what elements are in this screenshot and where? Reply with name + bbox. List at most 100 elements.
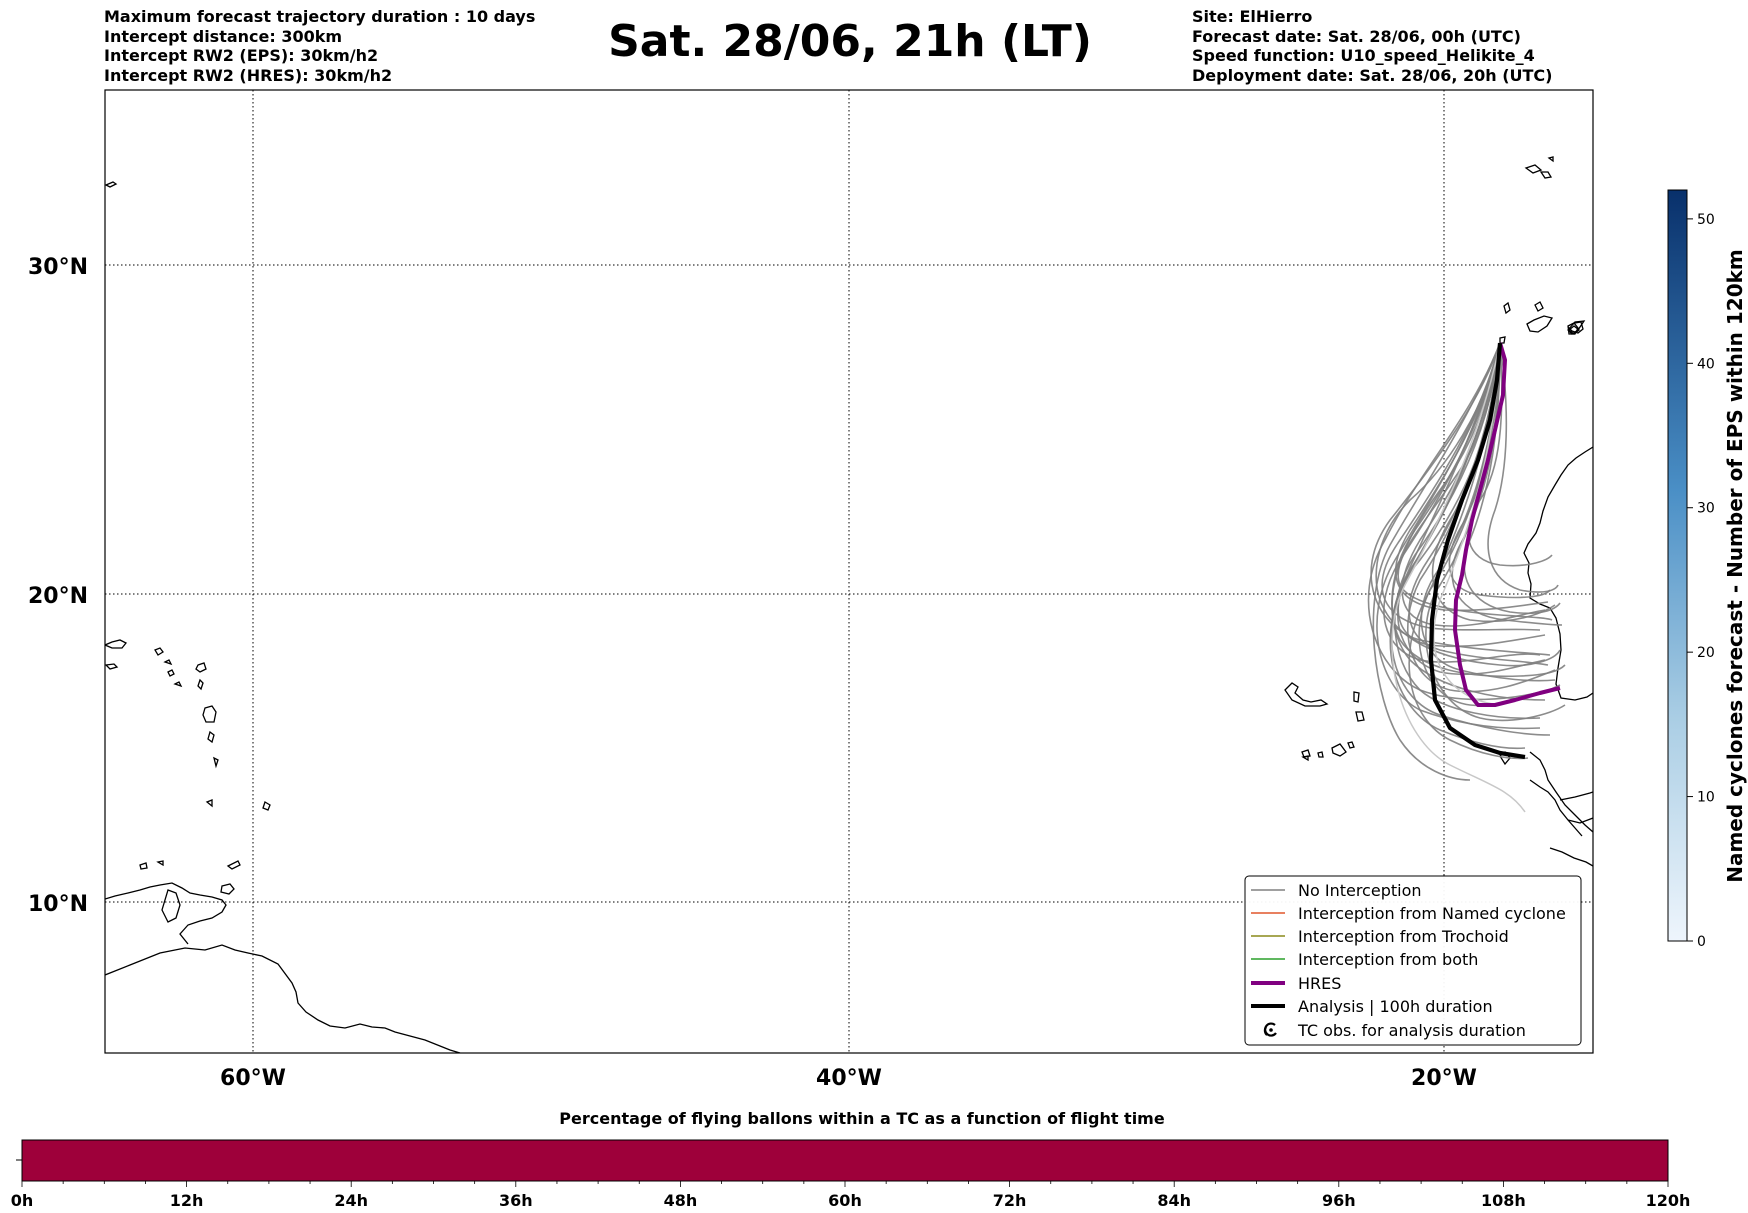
header-right-info: Site: ElHierro Forecast date: Sat. 28/06… (1192, 7, 1552, 85)
island-guadeloupe (195, 662, 207, 673)
island-grenada (205, 799, 213, 808)
coast-canary-fuerteventura (1567, 320, 1586, 335)
colorbar: 0 10 20 30 40 50 Named cyclones forecast - Nu… (1667, 189, 1747, 950)
header-right-line: Speed function: U10_speed_Helikite_4 (1192, 46, 1535, 65)
map-content (105, 90, 1593, 1053)
colorbar-tick-label: 10 (1697, 790, 1715, 806)
island-dominica (197, 678, 204, 691)
hres-trajectory (1453, 342, 1561, 707)
map-frame (104, 89, 1594, 1054)
island-antilles (167, 669, 175, 677)
coast-puerto-rico (105, 663, 119, 670)
timebar-minor-ticks (21, 1181, 1669, 1187)
island-small (156, 860, 164, 867)
colorbar-tick-label: 20 (1697, 645, 1715, 661)
coast-africa-bight (1549, 847, 1593, 867)
lon-label: 60°W (220, 1066, 286, 1091)
timebar-tick-label: 24h (334, 1191, 368, 1210)
eps-trajectory (1394, 342, 1541, 720)
header-right-line: Site: ElHierro (1192, 7, 1313, 26)
island-cape-verde (1317, 751, 1324, 758)
coast-cuba-tip (105, 181, 118, 188)
timebar-tick-label: 48h (664, 1191, 698, 1210)
coast-morocco-east (1567, 321, 1584, 334)
island-st-lucia (207, 730, 215, 744)
timebar-title: Percentage of flying ballons within a TC… (559, 1109, 1165, 1128)
eps-trajectory-light (1391, 342, 1526, 813)
analysis-trajectory (1428, 342, 1526, 760)
map-axis-labels: 30°N 20°N 10°N 60°W 40°W 20°W (28, 255, 1477, 1091)
timebar-fill (21, 1139, 1669, 1182)
colorbar-tick-label: 40 (1697, 356, 1715, 372)
island-tobago (226, 860, 241, 870)
legend-label: Interception from both (1298, 950, 1478, 969)
eps-trajectory (1372, 342, 1501, 781)
eps-trajectory (1381, 342, 1541, 631)
colorbar-ticks: 0 10 20 30 40 50 (1687, 212, 1715, 950)
island-martinique (202, 705, 217, 723)
colorbar-gradient (1667, 189, 1688, 942)
coast-madeira-isle3 (1547, 156, 1554, 163)
eps-trajectory-light (1433, 342, 1501, 706)
map-panel[interactable]: 30°N 20°N 10°N 60°W 40°W 20°W No Interce… (28, 89, 1594, 1091)
timebar-ticks: 0h 12h 24h 36h 48h 60h 72h 84h 96h 108h 120h (11, 1191, 1691, 1210)
timebar-tick-label: 108h (1481, 1191, 1526, 1210)
timebar-tick-label: 96h (1322, 1191, 1356, 1210)
coast-africa-lower (1559, 791, 1593, 801)
colorbar-tick-label: 0 (1697, 934, 1706, 950)
timebar-tick-label: 120h (1646, 1191, 1691, 1210)
colorbar-label: Named cyclones forecast - Number of EPS … (1723, 249, 1747, 883)
timebar-tick-label: 60h (828, 1191, 862, 1210)
map-legend: No Interception Interception from Named … (1244, 875, 1582, 1046)
timebar-tick-label: 0h (11, 1191, 34, 1210)
header-left-line: Maximum forecast trajectory duration : 1… (104, 7, 536, 26)
eps-trajectory (1370, 342, 1551, 656)
coast-canary-tenerife (1526, 315, 1554, 333)
page-title: Sat. 28/06, 21h (LT) (608, 16, 1092, 67)
coast-trinidad (220, 883, 235, 895)
legend-label: Interception from Trochoid (1298, 927, 1509, 946)
legend-label: HRES (1298, 974, 1341, 993)
header-left-line: Intercept RW2 (HRES): 30km/h2 (104, 65, 393, 85)
island-cape-verde (1355, 711, 1365, 722)
island-antilles (163, 659, 173, 666)
island-cape-verde (1347, 741, 1355, 749)
eps-trajectory (1420, 342, 1556, 682)
island-cape-verde (1301, 755, 1309, 762)
coast-west-africa (1523, 446, 1593, 701)
island-st-vincent (213, 756, 219, 769)
eps-trajectory (1390, 342, 1551, 736)
coast-canary-lanzarote (1534, 301, 1544, 312)
coast-canary-la-palma (1503, 301, 1511, 315)
coast-madeira (1567, 325, 1581, 335)
coast-africa-lower2 (1567, 817, 1593, 824)
timebar-tick-label: 12h (170, 1191, 204, 1210)
header-left-line: Intercept RW2 (EPS): 30km/h2 (104, 46, 379, 65)
coast-south-america (105, 944, 461, 1053)
coast-madeira-isle2 (1539, 171, 1553, 179)
legend-label: TC obs. for analysis duration (1297, 1021, 1526, 1040)
island-cape-verde (1301, 749, 1311, 758)
coastlines (105, 156, 1593, 1053)
coast-canary-hierro (1499, 336, 1506, 344)
legend-label: No Interception (1298, 881, 1422, 900)
island-small (139, 862, 148, 870)
lat-label: 30°N (28, 255, 88, 280)
island-barbados (262, 801, 271, 811)
coast-hispaniola (105, 639, 128, 649)
timebar-tick-label: 36h (499, 1191, 533, 1210)
coast-sierra-leone (1529, 779, 1583, 837)
island-cape-verde (1284, 682, 1329, 707)
coast-madeira-isle (1524, 164, 1543, 174)
timebar: Percentage of flying ballons within a TC… (11, 1109, 1691, 1210)
eps-trajectory (1448, 342, 1551, 599)
eps-trajectory (1487, 342, 1559, 593)
legend-label: Analysis | 100h duration (1298, 997, 1493, 1016)
eps-trajectory (1375, 342, 1561, 667)
cyclone-icon (1263, 1022, 1277, 1037)
colorbar-tick-label: 50 (1697, 212, 1715, 228)
timebar-tick-label: 84h (1157, 1191, 1191, 1210)
coast-venezuela (105, 882, 227, 945)
header-right-line: Forecast date: Sat. 28/06, 00h (UTC) (1192, 26, 1521, 46)
